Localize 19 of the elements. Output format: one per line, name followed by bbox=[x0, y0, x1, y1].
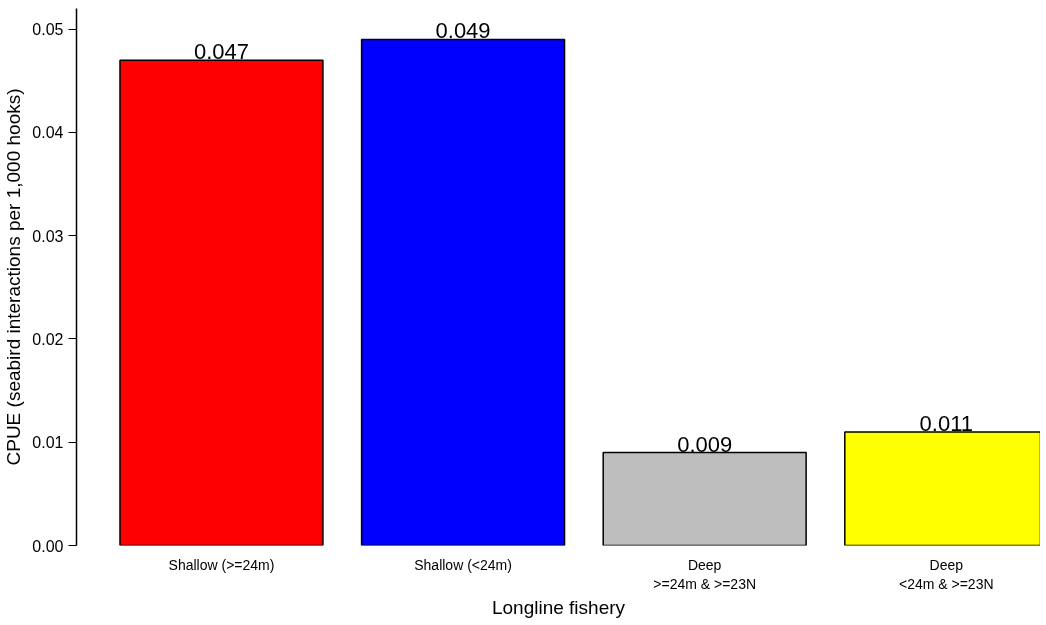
bar bbox=[602, 451, 807, 546]
data-label: 0.049 bbox=[435, 18, 491, 44]
y-tick-label: 0.03 bbox=[32, 227, 64, 245]
data-label: 0.011 bbox=[919, 410, 973, 436]
x-axis-title: Longline fishery bbox=[491, 596, 626, 618]
bar bbox=[119, 59, 324, 546]
y-tick-label: 0.01 bbox=[32, 434, 64, 452]
y-tick-label: 0.00 bbox=[32, 537, 64, 555]
data-label: 0.047 bbox=[193, 39, 249, 65]
bar bbox=[360, 38, 566, 546]
y-axis-title: CPUE (seabird interactions per 1,000 hooks) bbox=[3, 88, 25, 466]
x-tick-label: Shallow (>=24m) bbox=[168, 556, 275, 573]
data-label: 0.009 bbox=[677, 431, 733, 457]
x-tick-label: Shallow (<24m) bbox=[414, 556, 512, 573]
x-tick-label: Deep <24m & >=23N bbox=[898, 556, 994, 592]
y-tick-label: 0.05 bbox=[32, 21, 64, 39]
y-tick-label: 0.02 bbox=[32, 330, 64, 348]
x-tick-label: Deep >=24m & >=23N bbox=[653, 556, 757, 592]
y-tick-label: 0.04 bbox=[32, 124, 64, 142]
